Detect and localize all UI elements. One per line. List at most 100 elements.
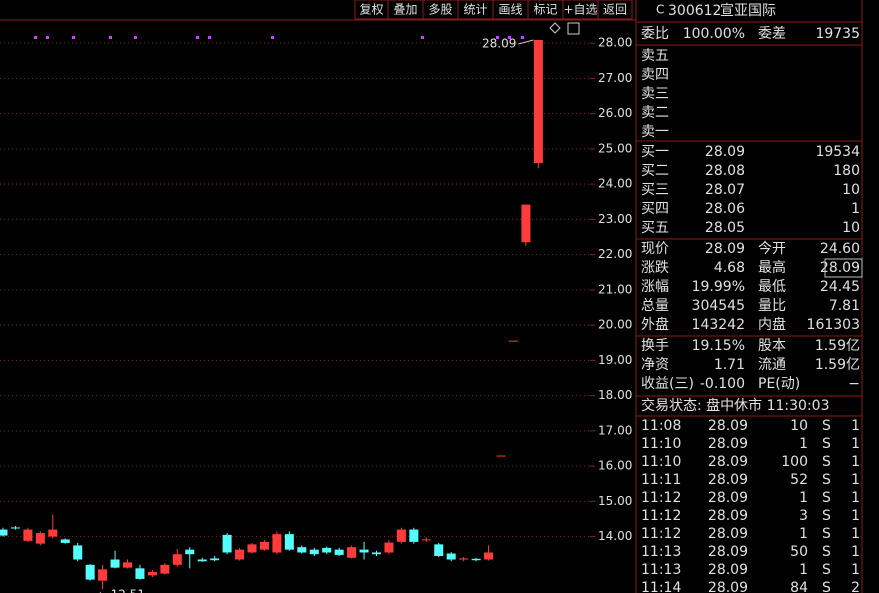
bid-label: 买五 bbox=[641, 220, 669, 236]
toolbar-label[interactable]: 标记 bbox=[533, 3, 557, 17]
toolbar-label[interactable]: 返回 bbox=[603, 3, 627, 17]
stat-value: 28.09 bbox=[705, 241, 745, 257]
y-tick-label: 24.00 bbox=[598, 177, 632, 191]
candle-body bbox=[334, 549, 344, 555]
candle-body bbox=[98, 569, 108, 581]
candle-body bbox=[197, 559, 207, 562]
bid-price: 28.09 bbox=[705, 144, 745, 160]
trade-time: 11:10 bbox=[641, 436, 681, 452]
candle-body bbox=[247, 544, 257, 553]
stat-label: 最高 bbox=[758, 259, 786, 276]
event-markers bbox=[34, 36, 524, 39]
candle-body bbox=[347, 547, 357, 558]
trade-volume: 50 bbox=[790, 544, 808, 560]
y-tick-label: 23.00 bbox=[598, 212, 632, 226]
candle-body bbox=[396, 529, 406, 542]
ask-label: 卖一 bbox=[641, 124, 669, 140]
stat-label: 总量 bbox=[641, 298, 669, 314]
toolbar-label[interactable]: 多股 bbox=[428, 3, 452, 17]
bid-volume: 10 bbox=[842, 220, 860, 236]
candle-body bbox=[533, 39, 543, 163]
stat-value: 24.45 bbox=[820, 279, 860, 295]
trade-price: 28.09 bbox=[708, 454, 748, 470]
bid-price: 28.05 bbox=[705, 220, 745, 236]
candle-body bbox=[297, 547, 307, 553]
trade-count: 1 bbox=[851, 418, 860, 434]
stat-value: 161303 bbox=[807, 317, 860, 333]
candle-body bbox=[434, 544, 444, 556]
candle-body bbox=[0, 529, 8, 536]
trade-side: S bbox=[822, 580, 831, 593]
stat-value: 28.09 bbox=[820, 260, 860, 276]
candle-body bbox=[210, 558, 220, 561]
bid-price: 28.06 bbox=[705, 201, 745, 217]
section-lines bbox=[636, 21, 862, 417]
low-arrow: ← bbox=[98, 588, 108, 593]
y-tick-label: 18.00 bbox=[598, 388, 632, 402]
trade-count: 2 bbox=[851, 580, 860, 593]
trade-side: S bbox=[822, 472, 831, 488]
candle-body bbox=[222, 534, 232, 553]
candle-body bbox=[35, 533, 45, 544]
y-tick-label: 17.00 bbox=[598, 423, 632, 437]
finance-value: 19.15% bbox=[692, 338, 745, 354]
finance-label: 净资 bbox=[641, 357, 669, 373]
candle-body bbox=[521, 204, 531, 243]
diamond-icon[interactable] bbox=[549, 22, 561, 34]
candle-body bbox=[48, 529, 58, 537]
y-tick-label: 21.00 bbox=[598, 282, 632, 296]
y-tick-label: 15.00 bbox=[598, 494, 632, 508]
candle-body bbox=[309, 549, 319, 555]
trade-volume: 1 bbox=[799, 526, 808, 542]
y-tick-label: 16.00 bbox=[598, 459, 632, 473]
stock-badge: C bbox=[656, 3, 664, 17]
trade-price: 28.09 bbox=[708, 490, 748, 506]
finance-label: 收益(三) bbox=[641, 376, 694, 392]
toolbar-button[interactable] bbox=[597, 0, 633, 20]
trade-time: 11:11 bbox=[641, 472, 681, 488]
trade-time: 11:12 bbox=[641, 490, 681, 506]
ask-label: 卖二 bbox=[641, 105, 669, 121]
toolbar-label[interactable]: 叠加 bbox=[393, 3, 417, 17]
candle-body bbox=[272, 534, 282, 553]
candle-body bbox=[384, 542, 394, 553]
value: 19735 bbox=[815, 26, 860, 42]
trade-side: S bbox=[822, 418, 831, 434]
candle-body bbox=[110, 559, 120, 568]
bid-volume: 1 bbox=[851, 201, 860, 217]
trade-volume: 84 bbox=[790, 580, 808, 593]
toolbar-label[interactable]: +自选 bbox=[563, 3, 597, 17]
trade-price: 28.09 bbox=[708, 508, 748, 524]
toolbar-label[interactable]: 复权 bbox=[359, 3, 383, 17]
finance-value: -0.100 bbox=[700, 376, 745, 392]
trade-time: 11:08 bbox=[641, 418, 681, 434]
trade-volume: 10 bbox=[790, 418, 808, 434]
toolbar-label[interactable]: 画线 bbox=[498, 3, 522, 17]
trade-time: 11:14 bbox=[641, 580, 681, 593]
stat-label: 今开 bbox=[758, 241, 786, 257]
y-tick-label: 19.00 bbox=[598, 353, 632, 367]
stat-label: 涨幅 bbox=[641, 279, 669, 295]
candle-body bbox=[10, 527, 20, 529]
ask-label: 卖四 bbox=[641, 67, 669, 83]
candle-body bbox=[421, 539, 431, 541]
toolbar-label[interactable]: 统计 bbox=[463, 3, 487, 17]
low-label: 12.51 bbox=[111, 588, 145, 593]
trade-side: S bbox=[822, 562, 831, 578]
stat-value: 4.68 bbox=[714, 260, 745, 276]
trade-price: 28.09 bbox=[708, 580, 748, 593]
highlight-box bbox=[824, 258, 863, 278]
trade-count: 1 bbox=[851, 472, 860, 488]
square-icon[interactable] bbox=[567, 22, 580, 35]
trade-price: 28.09 bbox=[708, 562, 748, 578]
candle-body bbox=[446, 553, 456, 560]
trade-volume: 1 bbox=[799, 562, 808, 578]
trade-price: 28.09 bbox=[708, 526, 748, 542]
finance-value: − bbox=[848, 376, 860, 392]
stat-value: 19.99% bbox=[692, 279, 745, 295]
bid-label: 买三 bbox=[641, 182, 669, 198]
finance-label: 股本 bbox=[758, 338, 786, 354]
candle-body bbox=[185, 549, 195, 555]
